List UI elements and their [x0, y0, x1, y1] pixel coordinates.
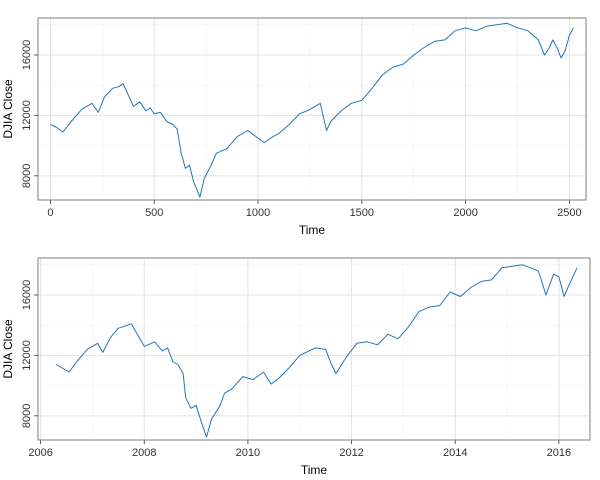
gridlines [38, 258, 590, 440]
y-tick-label: 16000 [21, 40, 33, 71]
y-axis-ticks: 8000 12000 16000 [21, 280, 38, 428]
chart-panel-index: 8000 12000 16000 0 500 1000 1500 2000 2500 Time… [1, 17, 587, 237]
series-line-djia-close-date [55, 264, 578, 438]
x-tick-label: 500 [145, 207, 163, 219]
x-tick-label: 2012 [339, 447, 363, 459]
y-tick-label: 12000 [21, 100, 33, 131]
y-tick-label: 16000 [21, 280, 33, 311]
y-tick-label: 8000 [21, 164, 33, 188]
y-tick-label: 12000 [21, 340, 33, 371]
x-tick-label: 1500 [350, 207, 374, 219]
x-tick-label: 0 [47, 207, 53, 219]
x-tick-label: 2010 [236, 447, 260, 459]
x-tick-label: 2500 [557, 207, 581, 219]
x-tick-label: 1000 [246, 207, 270, 219]
y-tick-label: 8000 [21, 404, 33, 428]
panel-border [37, 17, 587, 201]
y-axis-title: DJIA Close [1, 319, 15, 379]
y-axis-ticks: 8000 12000 16000 [21, 40, 38, 188]
x-tick-label: 2000 [453, 207, 477, 219]
x-axis-title: Time [299, 223, 326, 237]
x-axis-ticks: 2006 2008 2010 2012 2014 2016 [28, 440, 571, 459]
x-axis-title: Time [301, 463, 328, 477]
x-tick-label: 2006 [28, 447, 52, 459]
x-axis-ticks: 0 500 1000 1500 2000 2500 [47, 200, 582, 219]
x-tick-label: 2016 [547, 447, 571, 459]
gridlines [38, 18, 586, 200]
y-axis-title: DJIA Close [1, 79, 15, 139]
series-line-djia-close-index [50, 22, 574, 198]
x-tick-label: 2014 [443, 447, 467, 459]
x-tick-label: 2008 [132, 447, 156, 459]
panel-border [37, 257, 591, 441]
